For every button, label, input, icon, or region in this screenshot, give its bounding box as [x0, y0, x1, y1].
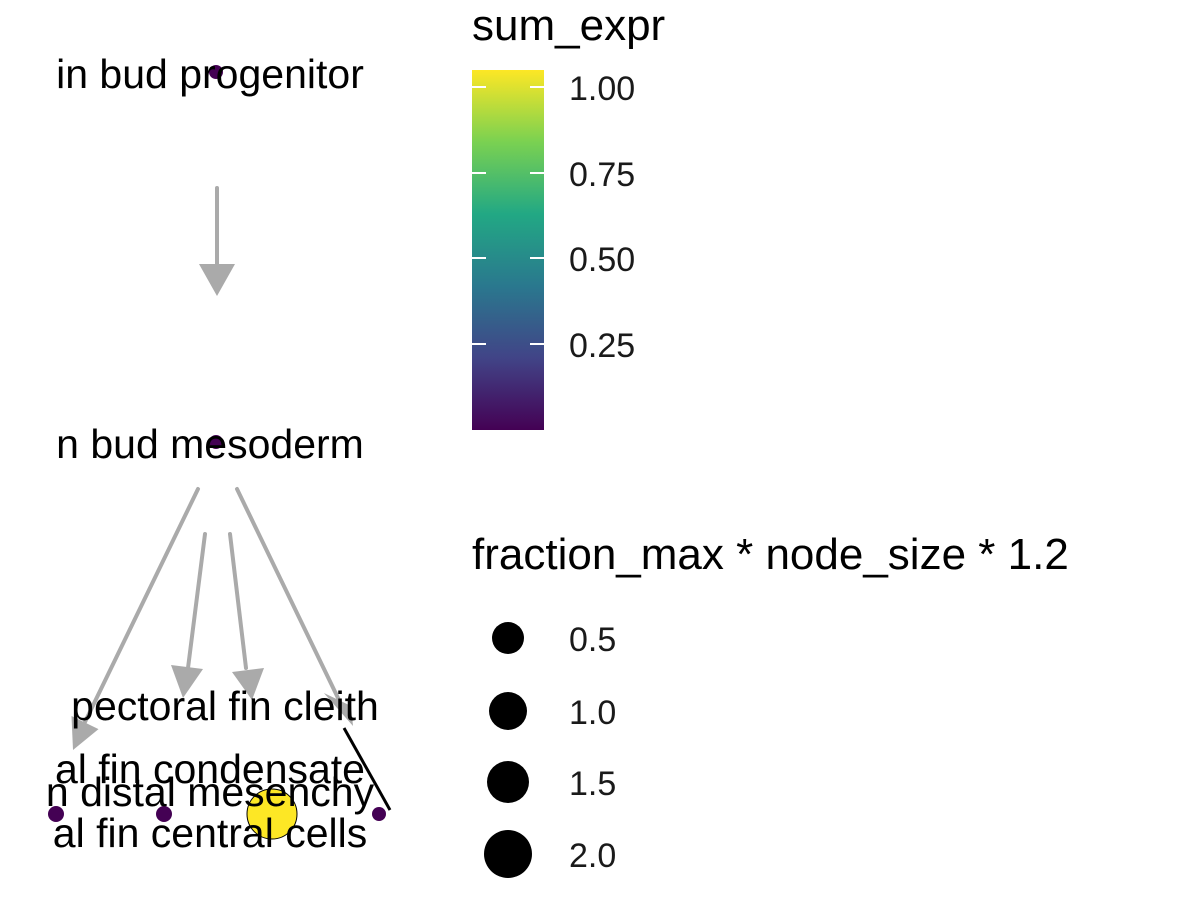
node-label-fin-bud-mesoderm: n bud mesoderm [56, 421, 364, 467]
size-legend: fraction_max * node_size * 1.2 0.5 1.0 1… [472, 530, 1069, 878]
color-tick-label-0-25: 0.25 [569, 327, 635, 365]
color-legend: sum_expr 1.00 0.75 0.50 0.25 [472, 1, 665, 430]
node-label-pectoral-fin-cleithrum: pectoral fin cleith [71, 683, 379, 729]
node-label-fin-bud-progenitor: in bud progenitor [56, 51, 364, 97]
edges [71, 186, 353, 750]
size-key-1-5 [487, 761, 529, 803]
size-key-label-2-0: 2.0 [569, 837, 616, 875]
nodes [48, 65, 386, 840]
node-point-distal-mesenchyme [156, 806, 172, 822]
node-labels: in bud progenitor n bud mesoderm pectora… [46, 51, 379, 856]
size-key-1-0 [489, 692, 527, 730]
size-key-0-5 [492, 622, 524, 654]
node-point-fin-bud-mesoderm [209, 435, 223, 449]
color-tick-label-1-00: 1.00 [569, 70, 635, 108]
label-connector [342, 727, 392, 811]
node-label-distal-mesenchyme: n distal mesenchy [46, 769, 375, 815]
edge-mesoderm-to-cleithrum [235, 487, 353, 726]
edge-mesoderm-to-condensate [71, 487, 200, 750]
color-bar [472, 70, 544, 430]
node-point-pectoral-fin-cleithrum [372, 807, 386, 821]
size-key-label-1-0: 1.0 [569, 694, 616, 732]
edge-progenitor-to-mesoderm [199, 186, 235, 296]
edge-mesoderm-to-central-cells [228, 532, 264, 700]
size-key-label-0-5: 0.5 [569, 621, 616, 659]
size-legend-title: fraction_max * node_size * 1.2 [472, 530, 1069, 579]
node-label-fin-central-cells: al fin central cells [53, 810, 367, 856]
graph-panel: in bud progenitor n bud mesoderm pectora… [46, 51, 392, 856]
size-key-2-0 [484, 830, 532, 878]
node-point-fin-bud-progenitor [209, 65, 223, 79]
color-bar-tick-marks [472, 86, 544, 345]
color-legend-title: sum_expr [472, 1, 665, 50]
color-tick-label-0-50: 0.50 [569, 241, 635, 279]
edge-mesoderm-to-distal-mesenchyme [171, 532, 207, 698]
node-label-fin-condensate: al fin condensate [55, 746, 365, 792]
color-tick-label-0-75: 0.75 [569, 156, 635, 194]
node-point-fin-condensate [48, 806, 64, 822]
node-point-fin-central-cells [246, 788, 298, 840]
size-key-label-1-5: 1.5 [569, 765, 616, 803]
